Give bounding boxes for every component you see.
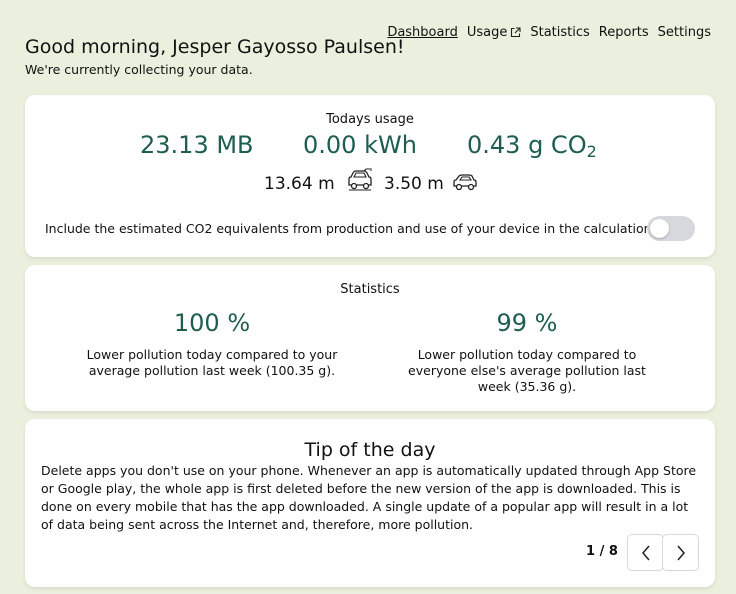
external-link-icon	[511, 27, 521, 38]
energy-value: 0.00 kWh	[303, 131, 417, 159]
chevron-right-icon	[676, 545, 685, 560]
usage-title: Todays usage	[326, 112, 414, 127]
top-nav: Dashboard Usage Statistics Reports Setti…	[387, 25, 711, 40]
ev-distance: 13.64 m	[264, 174, 335, 194]
previous-tip-button[interactable]	[627, 534, 664, 571]
stat-global-value: 99 %	[496, 309, 558, 337]
stat-personal-value: 100 %	[173, 309, 251, 337]
nav-usage-label: Usage	[466, 25, 508, 40]
electric-car-icon	[348, 168, 372, 191]
nav-reports[interactable]: Reports	[598, 25, 649, 40]
toggle-knob	[650, 219, 669, 238]
device-co2-toggle-label: Include the estimated CO2 equivalents fr…	[45, 221, 659, 236]
nav-settings[interactable]: Settings	[657, 25, 711, 40]
co2-value-main: 0.43 g CO	[467, 131, 587, 159]
nav-usage[interactable]: Usage	[467, 25, 522, 40]
nav-statistics[interactable]: Statistics	[530, 25, 590, 40]
stat-personal-description: Lower pollution today compared to your a…	[86, 347, 338, 378]
next-tip-button[interactable]	[662, 534, 699, 571]
stat-global-description: Lower pollution today compared to everyo…	[408, 347, 646, 394]
car-distance: 3.50 m	[384, 174, 444, 194]
tip-body: Delete apps you don't use on your phone.…	[41, 463, 697, 532]
tip-pager: 1 / 8	[586, 544, 618, 559]
chevron-left-icon	[641, 545, 650, 560]
tip-title: Tip of the day	[304, 439, 436, 461]
nav-dashboard[interactable]: Dashboard	[387, 25, 458, 40]
greeting: Good morning, Jesper Gayosso Paulsen!	[25, 36, 405, 58]
device-co2-toggle[interactable]	[647, 216, 695, 241]
data-usage-value: 23.13 MB	[140, 131, 254, 159]
statistics-card: Statistics 100 % Lower pollution today c…	[25, 265, 715, 411]
tip-of-the-day-card: Tip of the day Delete apps you don't use…	[25, 419, 715, 587]
statistics-title: Statistics	[340, 282, 400, 297]
data-collection-status: We're currently collecting your data.	[25, 62, 253, 77]
co2-value: 0.43 g CO2	[467, 131, 597, 161]
todays-usage-card: Todays usage 23.13 MB 0.00 kWh 0.43 g CO…	[25, 95, 715, 257]
car-icon	[453, 174, 477, 191]
co2-subscript: 2	[586, 142, 597, 161]
